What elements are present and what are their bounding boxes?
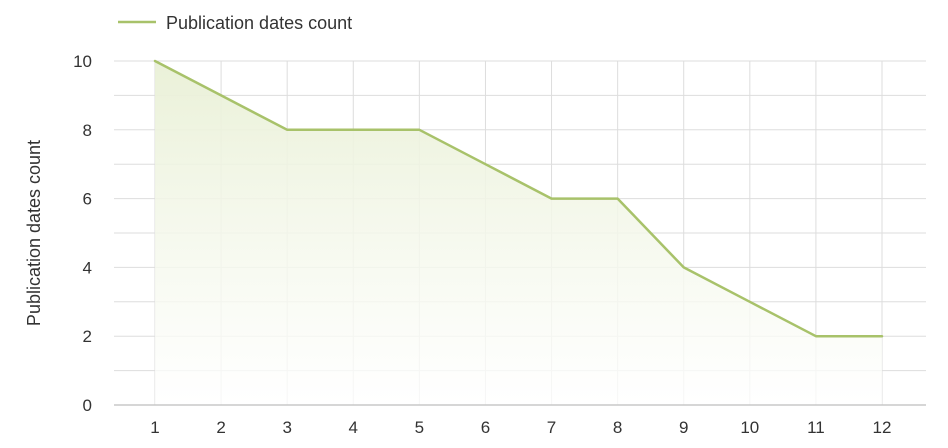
- x-tick-label-11: 11: [807, 418, 825, 437]
- x-tick-label-6: 6: [481, 418, 490, 437]
- series-line-layer: [153, 59, 884, 338]
- y-axis-title: Publication dates count: [24, 140, 44, 326]
- y-tick-label-4: 4: [83, 258, 92, 277]
- x-tick-label-12: 12: [873, 418, 892, 437]
- area-fill-layer: [155, 61, 882, 405]
- series-line-publication-dates-count: [153, 59, 884, 338]
- y-tick-label-2: 2: [83, 327, 92, 346]
- y-tick-label-0: 0: [83, 396, 92, 415]
- x-tick-label-5: 5: [415, 418, 424, 437]
- chart-legend: Publication dates count: [118, 13, 352, 33]
- x-tick-label-7: 7: [547, 418, 556, 437]
- x-tick-label-4: 4: [349, 418, 358, 437]
- y-tick-label-10: 10: [73, 52, 92, 71]
- y-tick-label-6: 6: [83, 190, 92, 209]
- series-area-publication-dates-count: [155, 61, 882, 405]
- x-tick-label-2: 2: [216, 418, 225, 437]
- x-tick-label-1: 1: [150, 418, 159, 437]
- y-tick-label-8: 8: [83, 121, 92, 140]
- x-tick-label-3: 3: [282, 418, 291, 437]
- x-tick-label-9: 9: [679, 418, 688, 437]
- x-tick-label-8: 8: [613, 418, 622, 437]
- legend-label-publication-dates-count: Publication dates count: [166, 13, 352, 33]
- x-tick-label-10: 10: [740, 418, 759, 437]
